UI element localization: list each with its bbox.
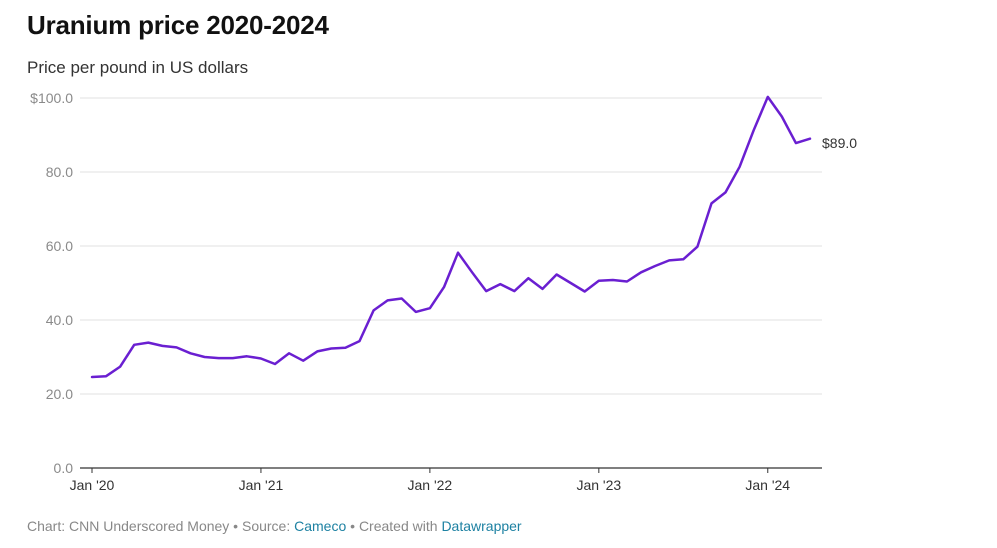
data-point	[300, 358, 306, 364]
footer-credit: Chart: CNN Underscored Money • Source:	[27, 518, 295, 534]
data-point	[89, 374, 95, 380]
data-point	[469, 269, 475, 275]
data-point	[131, 342, 137, 348]
data-point	[159, 343, 165, 349]
data-point	[694, 244, 700, 250]
data-point	[230, 355, 236, 361]
series-layer: $89.0	[89, 94, 857, 380]
data-point	[483, 288, 489, 294]
y-tick-label: 20.0	[46, 386, 73, 402]
data-point	[680, 256, 686, 262]
data-point	[413, 309, 419, 315]
y-tick-label: 60.0	[46, 238, 73, 254]
data-point	[596, 278, 602, 284]
data-point	[610, 277, 616, 283]
series-line	[90, 95, 812, 379]
data-point	[525, 275, 531, 281]
grid-lines	[80, 97, 822, 469]
data-point	[188, 350, 194, 356]
data-point	[385, 297, 391, 303]
data-point	[638, 269, 644, 275]
data-point	[103, 373, 109, 379]
data-point	[286, 350, 292, 356]
y-tick-label: 80.0	[46, 164, 73, 180]
data-point	[497, 281, 503, 287]
data-point	[272, 361, 278, 367]
y-tick-label: $100.0	[30, 90, 73, 106]
data-point	[779, 114, 785, 120]
data-point	[708, 200, 714, 206]
x-tick-label: Jan '21	[239, 477, 284, 493]
data-point	[568, 280, 574, 286]
data-point	[582, 289, 588, 295]
data-point	[751, 127, 757, 133]
data-point	[145, 340, 151, 346]
data-point	[511, 288, 517, 294]
data-point	[427, 305, 433, 311]
data-point	[540, 286, 546, 292]
source-link[interactable]: Cameco	[294, 518, 347, 534]
data-point	[314, 348, 320, 354]
data-point	[356, 338, 362, 344]
x-tick-label: Jan '20	[70, 477, 115, 493]
data-point	[173, 344, 179, 350]
data-point	[216, 355, 222, 361]
y-tick-label: 0.0	[54, 460, 74, 476]
data-point	[244, 353, 250, 359]
x-tick-label: Jan '23	[576, 477, 621, 493]
data-point	[737, 164, 743, 170]
data-point	[807, 136, 813, 142]
data-point	[455, 250, 461, 256]
data-point	[624, 279, 630, 285]
data-point	[652, 263, 658, 269]
data-point	[765, 94, 771, 100]
data-point	[399, 296, 405, 302]
data-point	[554, 271, 560, 277]
footer-created: • Created with	[346, 518, 442, 534]
data-point	[258, 355, 264, 361]
data-point	[666, 257, 672, 263]
data-point	[342, 345, 348, 351]
y-tick-labels: 0.0 20.0 40.0 60.0 80.0 $100.0	[30, 90, 73, 476]
data-point	[117, 364, 123, 370]
data-point	[441, 284, 447, 290]
data-point	[328, 345, 334, 351]
datawrapper-link[interactable]: Datawrapper	[441, 518, 522, 534]
chart-subtitle: Price per pound in US dollars	[27, 58, 249, 77]
data-point	[723, 189, 729, 195]
x-tick-label: Jan '22	[408, 477, 453, 493]
end-value-label: $89.0	[822, 135, 857, 151]
data-point	[202, 354, 208, 360]
data-point	[793, 140, 799, 146]
x-tick-labels: Jan '20 Jan '21 Jan '22 Jan '23 Jan '24	[70, 468, 790, 493]
chart-title: Uranium price 2020-2024	[27, 10, 329, 40]
chart-footer: Chart: CNN Underscored Money • Source: C…	[27, 518, 522, 534]
y-tick-label: 40.0	[46, 312, 73, 328]
data-point	[371, 307, 377, 313]
x-tick-label: Jan '24	[745, 477, 790, 493]
